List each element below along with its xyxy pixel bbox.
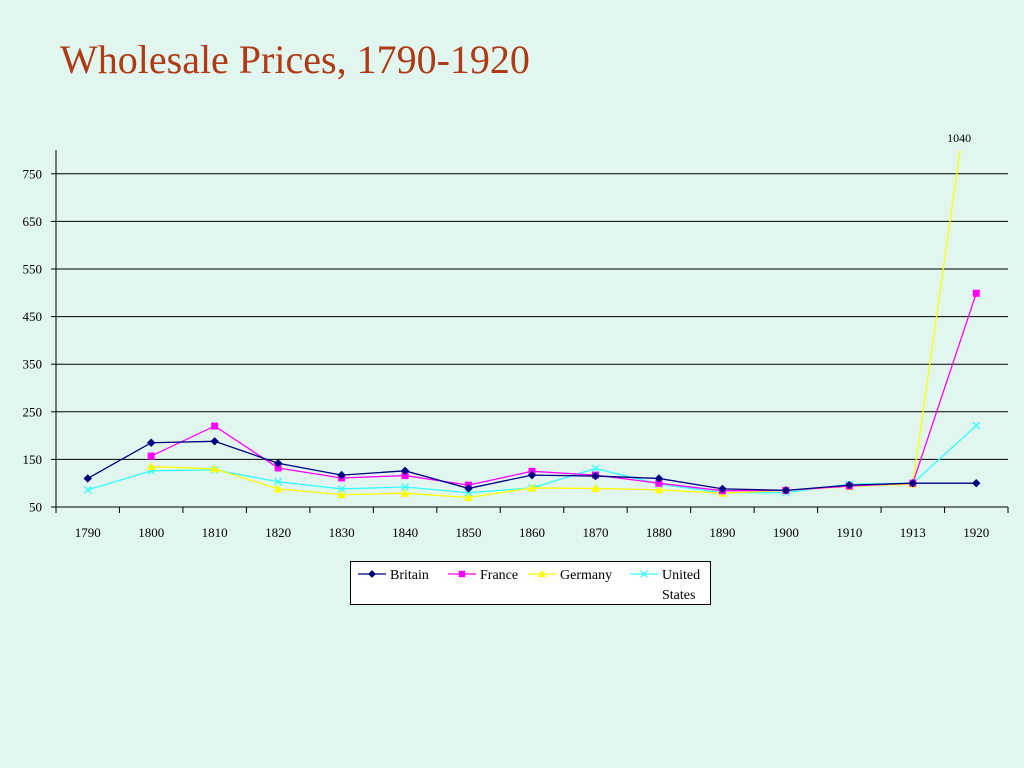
data-point-britain: [400, 466, 410, 476]
y-tick-label: 550: [23, 262, 43, 277]
series-line-germany: [151, 150, 961, 499]
y-tick-label: 750: [23, 166, 43, 181]
data-point-germany: [654, 485, 664, 494]
data-point-britain: [845, 480, 854, 490]
data-point-germany: [210, 464, 220, 473]
y-tick-label: 650: [23, 214, 43, 229]
data-point-united-states: [591, 464, 600, 473]
data-point-united-states: [972, 421, 981, 430]
x-tick-label: 1920: [963, 525, 989, 540]
y-tick-label: 350: [23, 357, 43, 372]
x-tick-label: 1830: [329, 525, 355, 540]
axes: [51, 150, 1009, 513]
data-point-britain: [83, 474, 92, 483]
x-tick-label: 1913: [900, 525, 926, 540]
data-point-united-states: [274, 477, 283, 486]
series-line-britain: [87, 440, 977, 491]
data-point-britain: [337, 470, 346, 480]
series-markers: [83, 289, 981, 501]
y-tick-label: 150: [23, 452, 43, 467]
x-tick-label: 1850: [456, 525, 482, 540]
data-point-britain: [210, 437, 219, 446]
legend-swatch: [358, 570, 386, 578]
legend-item-united-states: United States: [629, 566, 712, 606]
x-tick-label: 1870: [582, 525, 608, 540]
legend-item-france: France: [447, 566, 518, 586]
data-point-united-states: [337, 484, 346, 493]
data-point-germany: [146, 461, 156, 471]
data-point-britain: [273, 459, 283, 468]
x-tick-label: 1880: [646, 525, 672, 540]
data-point-germany: [273, 484, 283, 493]
page-title: Wholesale Prices, 1790-1920: [60, 37, 530, 82]
y-tick-label: 450: [23, 309, 43, 324]
data-point-germany: [591, 483, 600, 492]
x-tick-label: 1800: [138, 525, 164, 540]
gridlines: [56, 173, 1008, 460]
series-lines: [87, 150, 977, 499]
y-tick-label: 250: [23, 404, 43, 419]
data-point-britain: [591, 471, 600, 481]
tick-labels: 50 150 250 350 450 550 650 750 1790 1800 1810 1820 1…: [23, 131, 990, 540]
data-point-britain: [781, 486, 791, 495]
data-point-germany: [464, 492, 473, 501]
data-point-united-states: [401, 483, 410, 491]
legend-label: United States: [662, 568, 701, 603]
y-tick-label: 50: [29, 500, 42, 515]
legend-swatch: [528, 569, 556, 578]
x-tick-label: 1790: [75, 525, 101, 540]
data-point-britain: [654, 474, 664, 483]
legend-item-germany: Germany: [527, 566, 612, 586]
data-point-britain: [464, 484, 473, 493]
x-tick-label: 1840: [392, 525, 418, 540]
data-point-france: [972, 289, 980, 297]
data-point-britain: [146, 438, 156, 447]
legend-marker: [368, 570, 376, 578]
legend-marker: [458, 570, 466, 578]
legend-swatch: [448, 570, 476, 578]
x-tick-label: 1860: [519, 525, 545, 540]
legend-label: Germany: [560, 568, 613, 583]
legend-marker: [537, 569, 547, 578]
data-point-britain: [718, 484, 727, 494]
x-tick-label: 1810: [202, 525, 228, 540]
legend-item-britain: Britain: [357, 566, 429, 586]
legend-label: France: [480, 568, 519, 583]
legend-swatch: [630, 570, 658, 578]
data-point-britain: [527, 470, 537, 480]
chart-legend: Britain France Germany United States: [350, 561, 711, 605]
legend-marker: [640, 570, 648, 578]
series-line-france: [150, 293, 977, 492]
x-tick-label: 1820: [265, 525, 291, 540]
legend-label: Britain: [390, 568, 429, 583]
data-point-france: [211, 422, 219, 430]
x-tick-label: 1900: [773, 525, 799, 540]
data-point-united-states: [464, 488, 473, 497]
data-point-germany: [527, 483, 537, 492]
data-point-britain: [972, 478, 981, 488]
data-point-germany: [400, 488, 410, 497]
overflow-value-label: 1040: [947, 131, 971, 145]
data-point-united-states: [83, 485, 92, 494]
data-point-britain: [908, 478, 918, 488]
data-point-france: [147, 452, 155, 460]
x-tick-label: 1910: [836, 525, 862, 540]
x-tick-label: 1890: [709, 525, 735, 540]
data-point-germany: [337, 490, 346, 499]
